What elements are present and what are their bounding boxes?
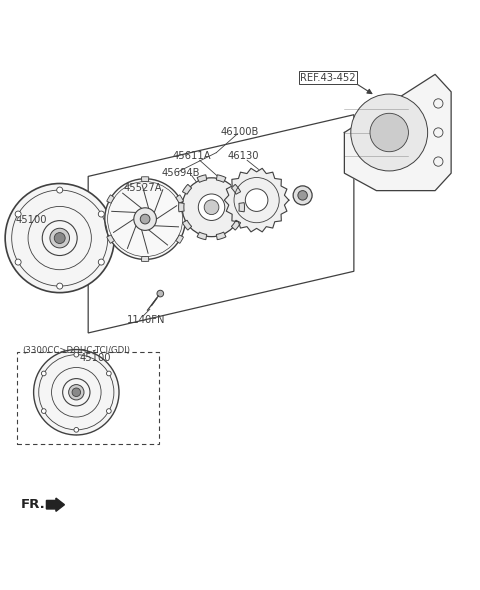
Wedge shape (231, 220, 240, 230)
Circle shape (5, 183, 114, 293)
Wedge shape (107, 235, 114, 244)
Bar (17, 352, 159, 444)
Text: 1140FN: 1140FN (127, 314, 166, 325)
Circle shape (15, 259, 21, 265)
Text: (3300CC>DOHC-TCI/GDI): (3300CC>DOHC-TCI/GDI) (22, 346, 130, 356)
Circle shape (182, 178, 241, 237)
Circle shape (157, 290, 164, 297)
Wedge shape (176, 235, 183, 244)
Circle shape (57, 187, 63, 193)
Circle shape (41, 409, 46, 414)
Wedge shape (142, 177, 149, 182)
Circle shape (198, 194, 225, 221)
Circle shape (107, 409, 111, 414)
Circle shape (370, 113, 408, 152)
FancyArrow shape (47, 498, 64, 512)
Wedge shape (107, 195, 114, 203)
Circle shape (57, 283, 63, 289)
Text: FR.: FR. (21, 498, 46, 511)
Polygon shape (344, 74, 451, 191)
Text: 45527A: 45527A (124, 183, 162, 193)
Circle shape (134, 208, 156, 230)
Text: 46100B: 46100B (220, 127, 258, 137)
Circle shape (72, 388, 81, 396)
Wedge shape (231, 184, 240, 194)
Wedge shape (216, 175, 226, 182)
Circle shape (15, 211, 21, 217)
Wedge shape (176, 195, 183, 203)
Wedge shape (182, 220, 192, 230)
Circle shape (74, 352, 79, 357)
Circle shape (293, 186, 312, 205)
Text: 46130: 46130 (227, 151, 259, 161)
Circle shape (34, 349, 119, 435)
Circle shape (69, 385, 84, 400)
Wedge shape (182, 184, 192, 194)
Wedge shape (142, 257, 149, 261)
Circle shape (74, 428, 79, 432)
Circle shape (105, 179, 185, 260)
Circle shape (204, 200, 219, 215)
Text: REF.43-452: REF.43-452 (300, 73, 356, 83)
Text: 45100: 45100 (80, 353, 111, 363)
Circle shape (298, 191, 307, 200)
Circle shape (54, 232, 65, 244)
Circle shape (50, 228, 70, 248)
Circle shape (41, 371, 46, 376)
Circle shape (140, 214, 150, 224)
Wedge shape (179, 202, 184, 212)
Wedge shape (197, 175, 207, 182)
Circle shape (98, 259, 104, 265)
Circle shape (351, 94, 428, 171)
Circle shape (107, 371, 111, 376)
Text: 45611A: 45611A (173, 151, 211, 161)
Circle shape (98, 211, 104, 217)
Polygon shape (224, 168, 289, 232)
Text: 45100: 45100 (16, 215, 48, 225)
Wedge shape (216, 232, 226, 240)
Wedge shape (197, 232, 207, 240)
Wedge shape (239, 202, 244, 212)
Circle shape (245, 189, 268, 211)
Text: 45694B: 45694B (162, 168, 200, 178)
